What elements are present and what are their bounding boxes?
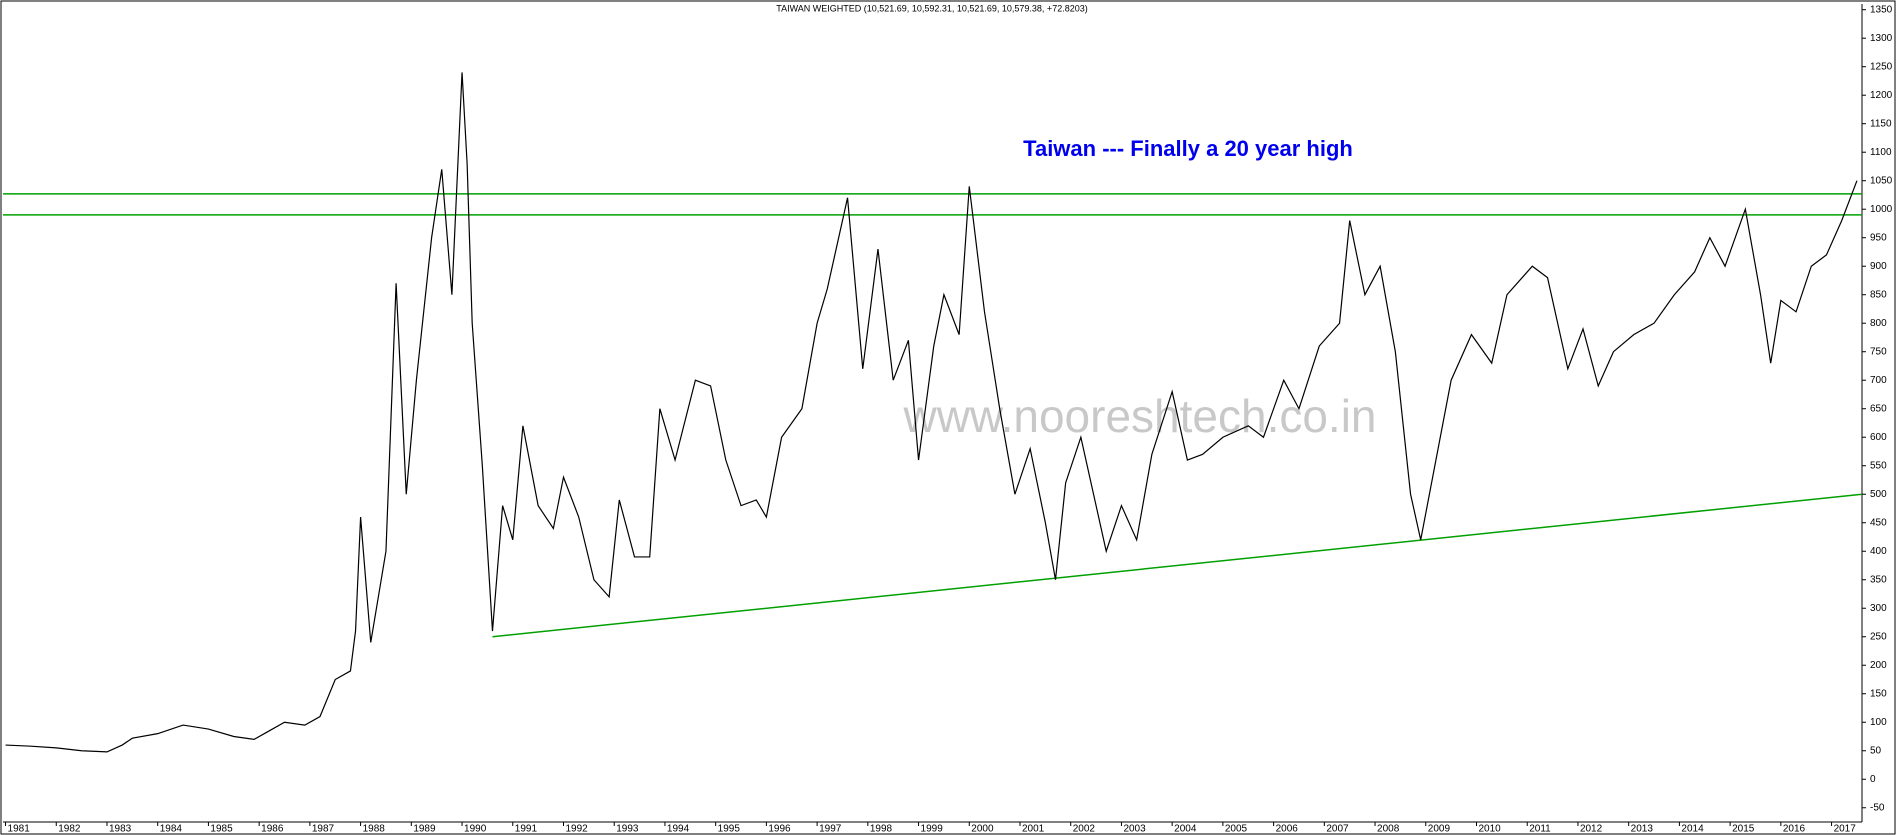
x-tick-label: 1989 bbox=[413, 824, 436, 835]
x-tick-label: 2005 bbox=[1225, 824, 1248, 835]
y-tick-label: 1100 bbox=[1870, 147, 1892, 158]
x-tick-label: 2008 bbox=[1377, 824, 1400, 835]
x-tick-label: 2013 bbox=[1631, 824, 1654, 835]
chart-title: TAIWAN WEIGHTED (10,521.69, 10,592.31, 1… bbox=[776, 3, 1087, 13]
y-tick-label: 50 bbox=[1870, 745, 1882, 756]
x-tick-label: 1983 bbox=[109, 824, 132, 835]
annotation: Taiwan --- Finally a 20 year high bbox=[1023, 136, 1353, 161]
x-tick-label: 1981 bbox=[8, 824, 31, 835]
y-tick-label: 600 bbox=[1870, 432, 1887, 443]
x-tick-label: 1999 bbox=[921, 824, 944, 835]
y-tick-label: 850 bbox=[1870, 289, 1887, 300]
x-tick-label: 1996 bbox=[768, 824, 791, 835]
x-tick-label: 1986 bbox=[261, 824, 284, 835]
y-tick-label: 250 bbox=[1870, 631, 1887, 642]
y-tick-label: 700 bbox=[1870, 375, 1887, 386]
y-tick-label: 150 bbox=[1870, 688, 1887, 699]
y-tick-label: 1200 bbox=[1870, 90, 1893, 101]
y-tick-label: 1050 bbox=[1870, 175, 1893, 186]
x-tick-label: 2007 bbox=[1326, 824, 1349, 835]
x-tick-label: 2015 bbox=[1732, 824, 1755, 835]
x-tick-label: 2017 bbox=[1834, 824, 1857, 835]
x-tick-label: 1985 bbox=[210, 824, 233, 835]
y-tick-label: -50 bbox=[1870, 802, 1885, 813]
y-tick-label: 950 bbox=[1870, 232, 1887, 243]
x-tick-label: 2006 bbox=[1276, 824, 1299, 835]
x-tick-label: 2000 bbox=[971, 824, 994, 835]
price-line bbox=[5, 72, 1858, 753]
x-tick-label: 2001 bbox=[1022, 824, 1045, 835]
x-tick-label: 2009 bbox=[1428, 824, 1451, 835]
y-tick-label: 500 bbox=[1870, 489, 1887, 500]
x-tick-label: 2016 bbox=[1783, 824, 1806, 835]
x-tick-label: 2010 bbox=[1479, 824, 1502, 835]
x-tick-label: 1988 bbox=[363, 824, 386, 835]
x-tick-label: 1987 bbox=[312, 824, 335, 835]
x-tick-label: 1992 bbox=[565, 824, 588, 835]
y-tick-label: 0 bbox=[1870, 774, 1876, 785]
x-tick-label: 1991 bbox=[515, 824, 538, 835]
x-tick-label: 1990 bbox=[464, 824, 487, 835]
y-tick-label: 900 bbox=[1870, 261, 1887, 272]
y-tick-label: 400 bbox=[1870, 546, 1887, 557]
x-tick-label: 1984 bbox=[160, 824, 183, 835]
x-tick-label: 1998 bbox=[870, 824, 893, 835]
y-tick-label: 450 bbox=[1870, 517, 1887, 528]
x-tick-label: 2014 bbox=[1681, 824, 1704, 835]
y-tick-label: 300 bbox=[1870, 603, 1887, 614]
y-tick-label: 350 bbox=[1870, 574, 1887, 585]
y-tick-label: 1300 bbox=[1870, 33, 1893, 44]
y-tick-label: 1250 bbox=[1870, 61, 1893, 72]
x-tick-label: 2003 bbox=[1123, 824, 1146, 835]
y-tick-label: 550 bbox=[1870, 460, 1887, 471]
trend-line bbox=[492, 493, 1863, 638]
x-tick-label: 2011 bbox=[1529, 824, 1551, 835]
y-tick-label: 750 bbox=[1870, 346, 1887, 357]
y-tick-label: 200 bbox=[1870, 660, 1887, 671]
x-tick-label: 1995 bbox=[718, 824, 741, 835]
x-tick-label: 1993 bbox=[616, 824, 639, 835]
x-tick-label: 1997 bbox=[819, 824, 842, 835]
x-tick-label: 2004 bbox=[1174, 824, 1197, 835]
y-tick-label: 100 bbox=[1870, 717, 1887, 728]
watermark: www.nooreshtech.co.in bbox=[902, 390, 1376, 442]
x-tick-label: 1994 bbox=[667, 824, 690, 835]
x-tick-label: 1982 bbox=[58, 824, 81, 835]
y-tick-label: 800 bbox=[1870, 318, 1887, 329]
y-tick-label: 1000 bbox=[1870, 204, 1893, 215]
y-tick-label: 1150 bbox=[1870, 118, 1892, 129]
x-tick-label: 2012 bbox=[1580, 824, 1603, 835]
x-tick-label: 2002 bbox=[1073, 824, 1096, 835]
y-tick-label: 650 bbox=[1870, 403, 1887, 414]
y-tick-label: 1350 bbox=[1870, 4, 1893, 15]
